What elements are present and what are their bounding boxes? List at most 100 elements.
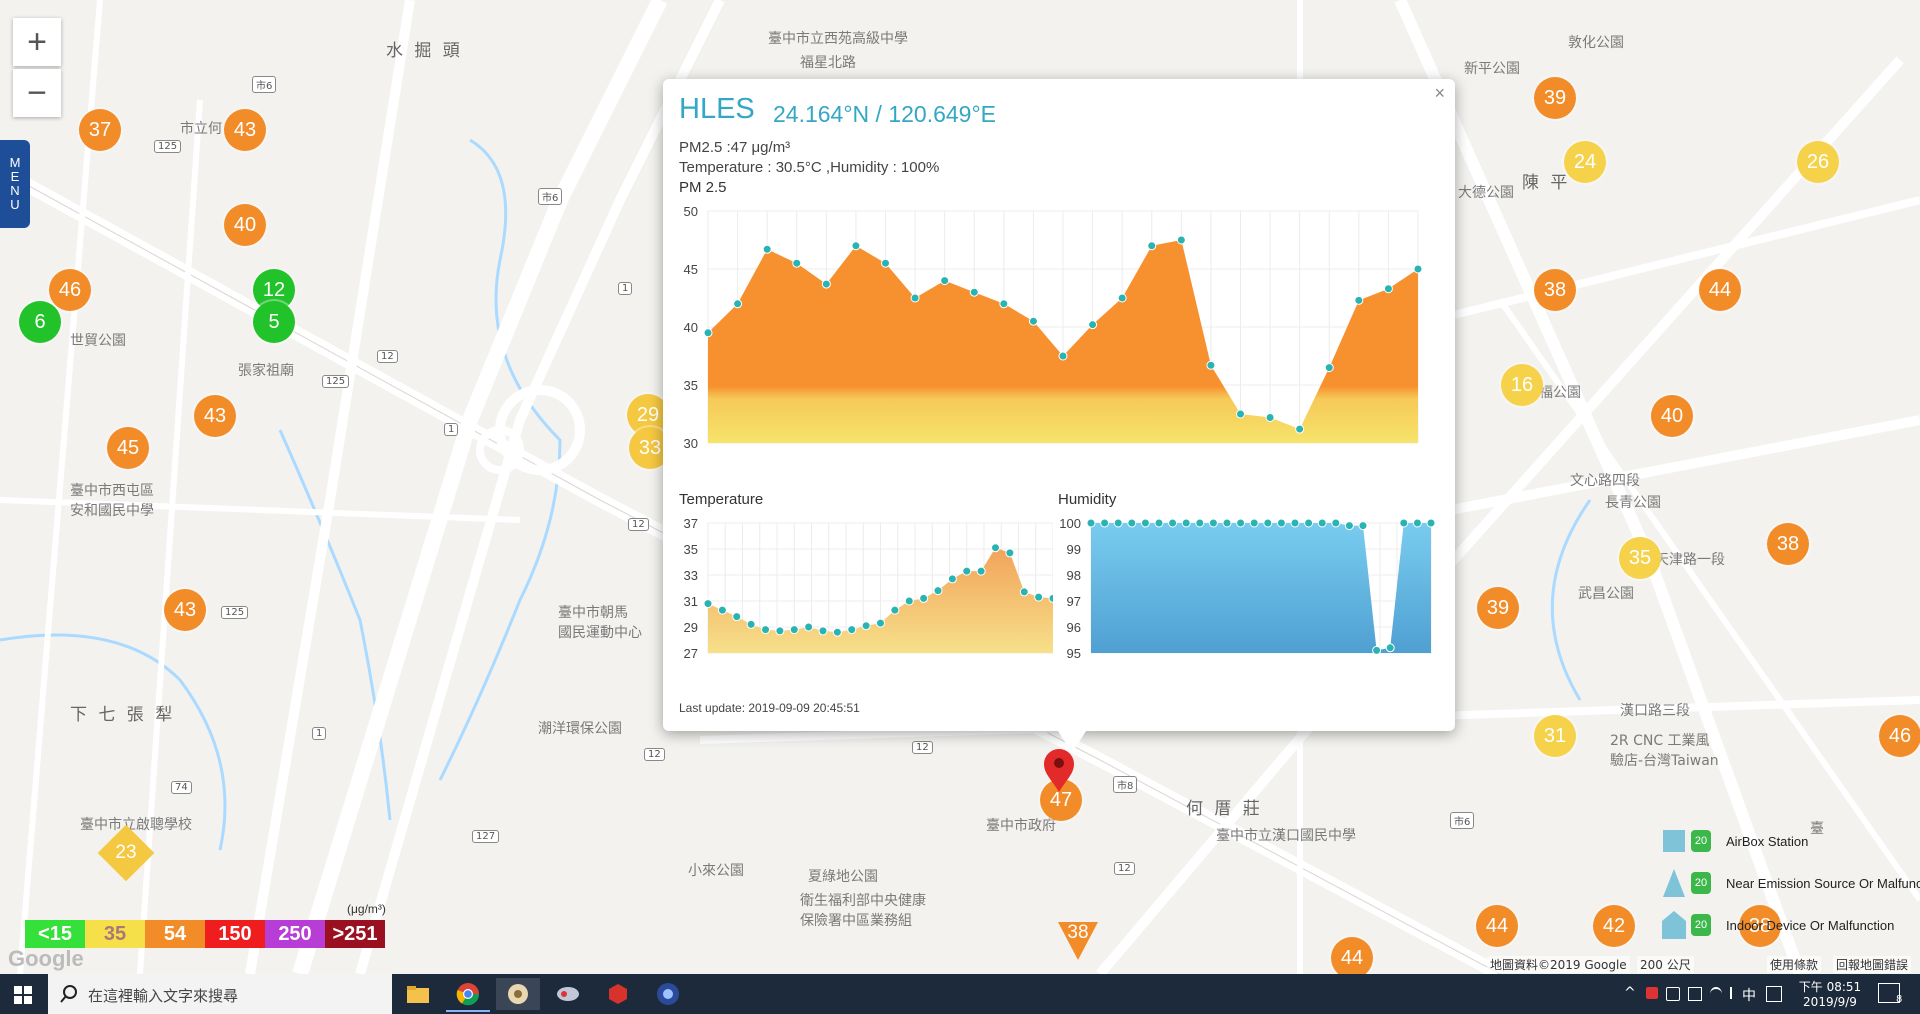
- data-point[interactable]: [818, 626, 828, 636]
- data-point[interactable]: [775, 626, 785, 636]
- data-point[interactable]: [717, 605, 727, 615]
- data-point[interactable]: [1113, 518, 1123, 528]
- zoom-out-button[interactable]: −: [13, 69, 61, 117]
- data-point[interactable]: [1236, 518, 1246, 528]
- system-tray-icons[interactable]: [1646, 987, 1756, 1001]
- chrome-icon[interactable]: [446, 978, 490, 1012]
- data-point[interactable]: [976, 566, 986, 576]
- data-point[interactable]: [969, 287, 979, 297]
- data-point[interactable]: [1222, 518, 1232, 528]
- data-point[interactable]: [1317, 518, 1327, 528]
- file-explorer-icon[interactable]: [396, 978, 440, 1010]
- data-point[interactable]: [947, 574, 957, 584]
- tray-chevron-icon[interactable]: ^: [1624, 985, 1636, 1001]
- data-point[interactable]: [1005, 548, 1015, 558]
- pm25-station-marker[interactable]: 37: [79, 109, 121, 151]
- pm25-station-marker[interactable]: 5: [253, 301, 295, 343]
- data-point[interactable]: [821, 279, 831, 289]
- notification-icon[interactable]: [1878, 983, 1900, 1003]
- data-point[interactable]: [789, 625, 799, 635]
- data-point[interactable]: [1331, 518, 1341, 528]
- data-point[interactable]: [732, 612, 742, 622]
- pm25-station-marker[interactable]: 31: [1534, 715, 1576, 757]
- data-point[interactable]: [851, 241, 861, 251]
- data-point[interactable]: [933, 586, 943, 596]
- data-point[interactable]: [1208, 518, 1218, 528]
- pm25-station-marker[interactable]: 44: [1331, 937, 1373, 974]
- data-point[interactable]: [1058, 351, 1068, 361]
- data-point[interactable]: [762, 244, 772, 254]
- data-point[interactable]: [1034, 592, 1044, 602]
- data-point[interactable]: [761, 625, 770, 635]
- data-point[interactable]: [1304, 518, 1314, 528]
- app-icon-tools[interactable]: [546, 978, 590, 1010]
- data-point[interactable]: [962, 566, 972, 576]
- pm25-station-marker[interactable]: 16: [1501, 364, 1543, 406]
- pm25-station-marker[interactable]: 43: [164, 589, 206, 631]
- data-point[interactable]: [991, 543, 1000, 553]
- data-point[interactable]: [940, 276, 950, 286]
- data-point[interactable]: [1412, 518, 1422, 528]
- close-icon[interactable]: ×: [1434, 83, 1445, 103]
- pm25-station-marker[interactable]: 45: [107, 427, 149, 469]
- location-pin-icon[interactable]: [1042, 748, 1076, 794]
- data-point[interactable]: [1358, 521, 1368, 531]
- data-point[interactable]: [1048, 593, 1053, 603]
- pm25-station-marker[interactable]: 40: [224, 204, 266, 246]
- data-point[interactable]: [1265, 412, 1275, 422]
- data-point[interactable]: [1147, 241, 1157, 251]
- data-point[interactable]: [861, 621, 871, 631]
- pm25-station-marker[interactable]: 44: [1699, 269, 1741, 311]
- data-point[interactable]: [1168, 518, 1178, 528]
- keyboard-icon[interactable]: [1766, 986, 1782, 1002]
- data-point[interactable]: [733, 299, 743, 309]
- data-point[interactable]: [910, 293, 920, 303]
- ime-indicator[interactable]: 中: [1742, 988, 1756, 1004]
- data-point[interactable]: [1399, 518, 1409, 528]
- pm25-station-marker[interactable]: 38: [1767, 523, 1809, 565]
- data-point[interactable]: [832, 627, 842, 637]
- data-point[interactable]: [1140, 518, 1150, 528]
- pm25-station-marker[interactable]: 46: [49, 269, 91, 311]
- data-point[interactable]: [703, 599, 713, 609]
- data-point[interactable]: [1028, 316, 1038, 326]
- data-point[interactable]: [1088, 320, 1098, 330]
- pm25-station-marker[interactable]: 39: [1477, 587, 1519, 629]
- pm25-station-marker[interactable]: 26: [1797, 141, 1839, 183]
- report-map-error-link[interactable]: 回報地圖錯誤: [1833, 956, 1912, 973]
- pm25-station-marker[interactable]: 46: [1879, 715, 1920, 757]
- clock-date[interactable]: 2019/9/9: [1803, 995, 1857, 1009]
- pm25-station-marker[interactable]: 6: [19, 301, 61, 343]
- data-point[interactable]: [746, 619, 756, 629]
- data-point[interactable]: [890, 605, 900, 615]
- map-canvas[interactable]: 水 掘 頭 臺中市立西苑高級中學 福星北路 市立何 世貿公園 張家祖廟 臺中市西屯區 安和國…: [0, 0, 1920, 974]
- data-point[interactable]: [881, 258, 890, 268]
- near-emission-station-marker[interactable]: 23: [97, 824, 155, 882]
- data-point[interactable]: [1276, 518, 1286, 528]
- pm25-station-marker[interactable]: 40: [1651, 395, 1693, 437]
- data-point[interactable]: [1117, 293, 1127, 303]
- data-point[interactable]: [1295, 424, 1305, 434]
- data-point[interactable]: [1154, 518, 1164, 528]
- app-icon-sketchup[interactable]: [596, 978, 640, 1010]
- data-point[interactable]: [904, 596, 914, 606]
- pm25-station-marker[interactable]: 38: [1739, 905, 1781, 947]
- data-point[interactable]: [1290, 518, 1300, 528]
- data-point[interactable]: [1383, 284, 1393, 294]
- data-point[interactable]: [1249, 518, 1259, 528]
- pm25-station-marker[interactable]: 43: [224, 109, 266, 151]
- pm25-station-marker[interactable]: 42: [1593, 905, 1635, 947]
- data-point[interactable]: [1263, 518, 1273, 528]
- zoom-in-button[interactable]: +: [13, 18, 61, 66]
- data-point[interactable]: [1181, 518, 1191, 528]
- data-point[interactable]: [1372, 645, 1382, 655]
- pm25-station-marker[interactable]: 44: [1476, 905, 1518, 947]
- data-point[interactable]: [919, 593, 929, 603]
- data-point[interactable]: [804, 622, 814, 632]
- data-point[interactable]: [1385, 643, 1395, 653]
- data-point[interactable]: [1236, 409, 1245, 419]
- data-point[interactable]: [1086, 518, 1096, 528]
- indoor-station-marker[interactable]: 38: [1056, 920, 1100, 960]
- data-point[interactable]: [703, 328, 713, 338]
- pm25-station-marker[interactable]: 43: [194, 395, 236, 437]
